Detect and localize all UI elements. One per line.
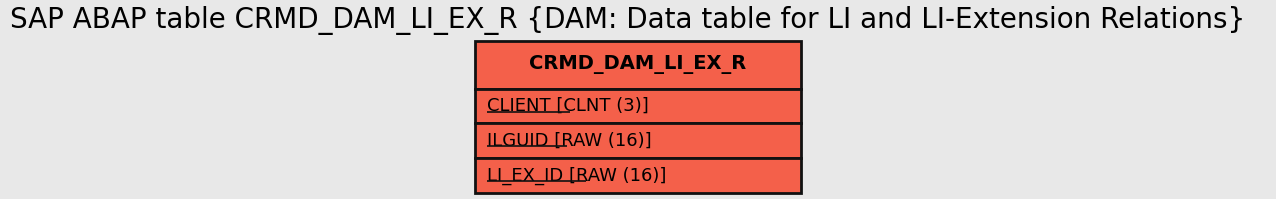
FancyBboxPatch shape	[475, 158, 801, 193]
FancyBboxPatch shape	[475, 89, 801, 123]
Text: LI_EX_ID [RAW (16)]: LI_EX_ID [RAW (16)]	[487, 167, 667, 185]
Text: SAP ABAP table CRMD_DAM_LI_EX_R {DAM: Data table for LI and LI-Extension Relatio: SAP ABAP table CRMD_DAM_LI_EX_R {DAM: Da…	[10, 6, 1245, 35]
Text: CRMD_DAM_LI_EX_R: CRMD_DAM_LI_EX_R	[530, 55, 746, 74]
Text: ILGUID [RAW (16)]: ILGUID [RAW (16)]	[487, 132, 652, 150]
FancyBboxPatch shape	[475, 123, 801, 158]
Text: CLIENT [CLNT (3)]: CLIENT [CLNT (3)]	[487, 97, 649, 115]
FancyBboxPatch shape	[475, 41, 801, 89]
